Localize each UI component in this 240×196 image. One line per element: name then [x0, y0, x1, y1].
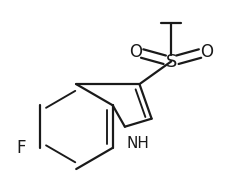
Text: O: O [129, 43, 142, 61]
Text: O: O [200, 43, 213, 61]
Text: S: S [165, 53, 177, 71]
Text: NH: NH [126, 136, 149, 151]
Text: F: F [17, 139, 26, 157]
